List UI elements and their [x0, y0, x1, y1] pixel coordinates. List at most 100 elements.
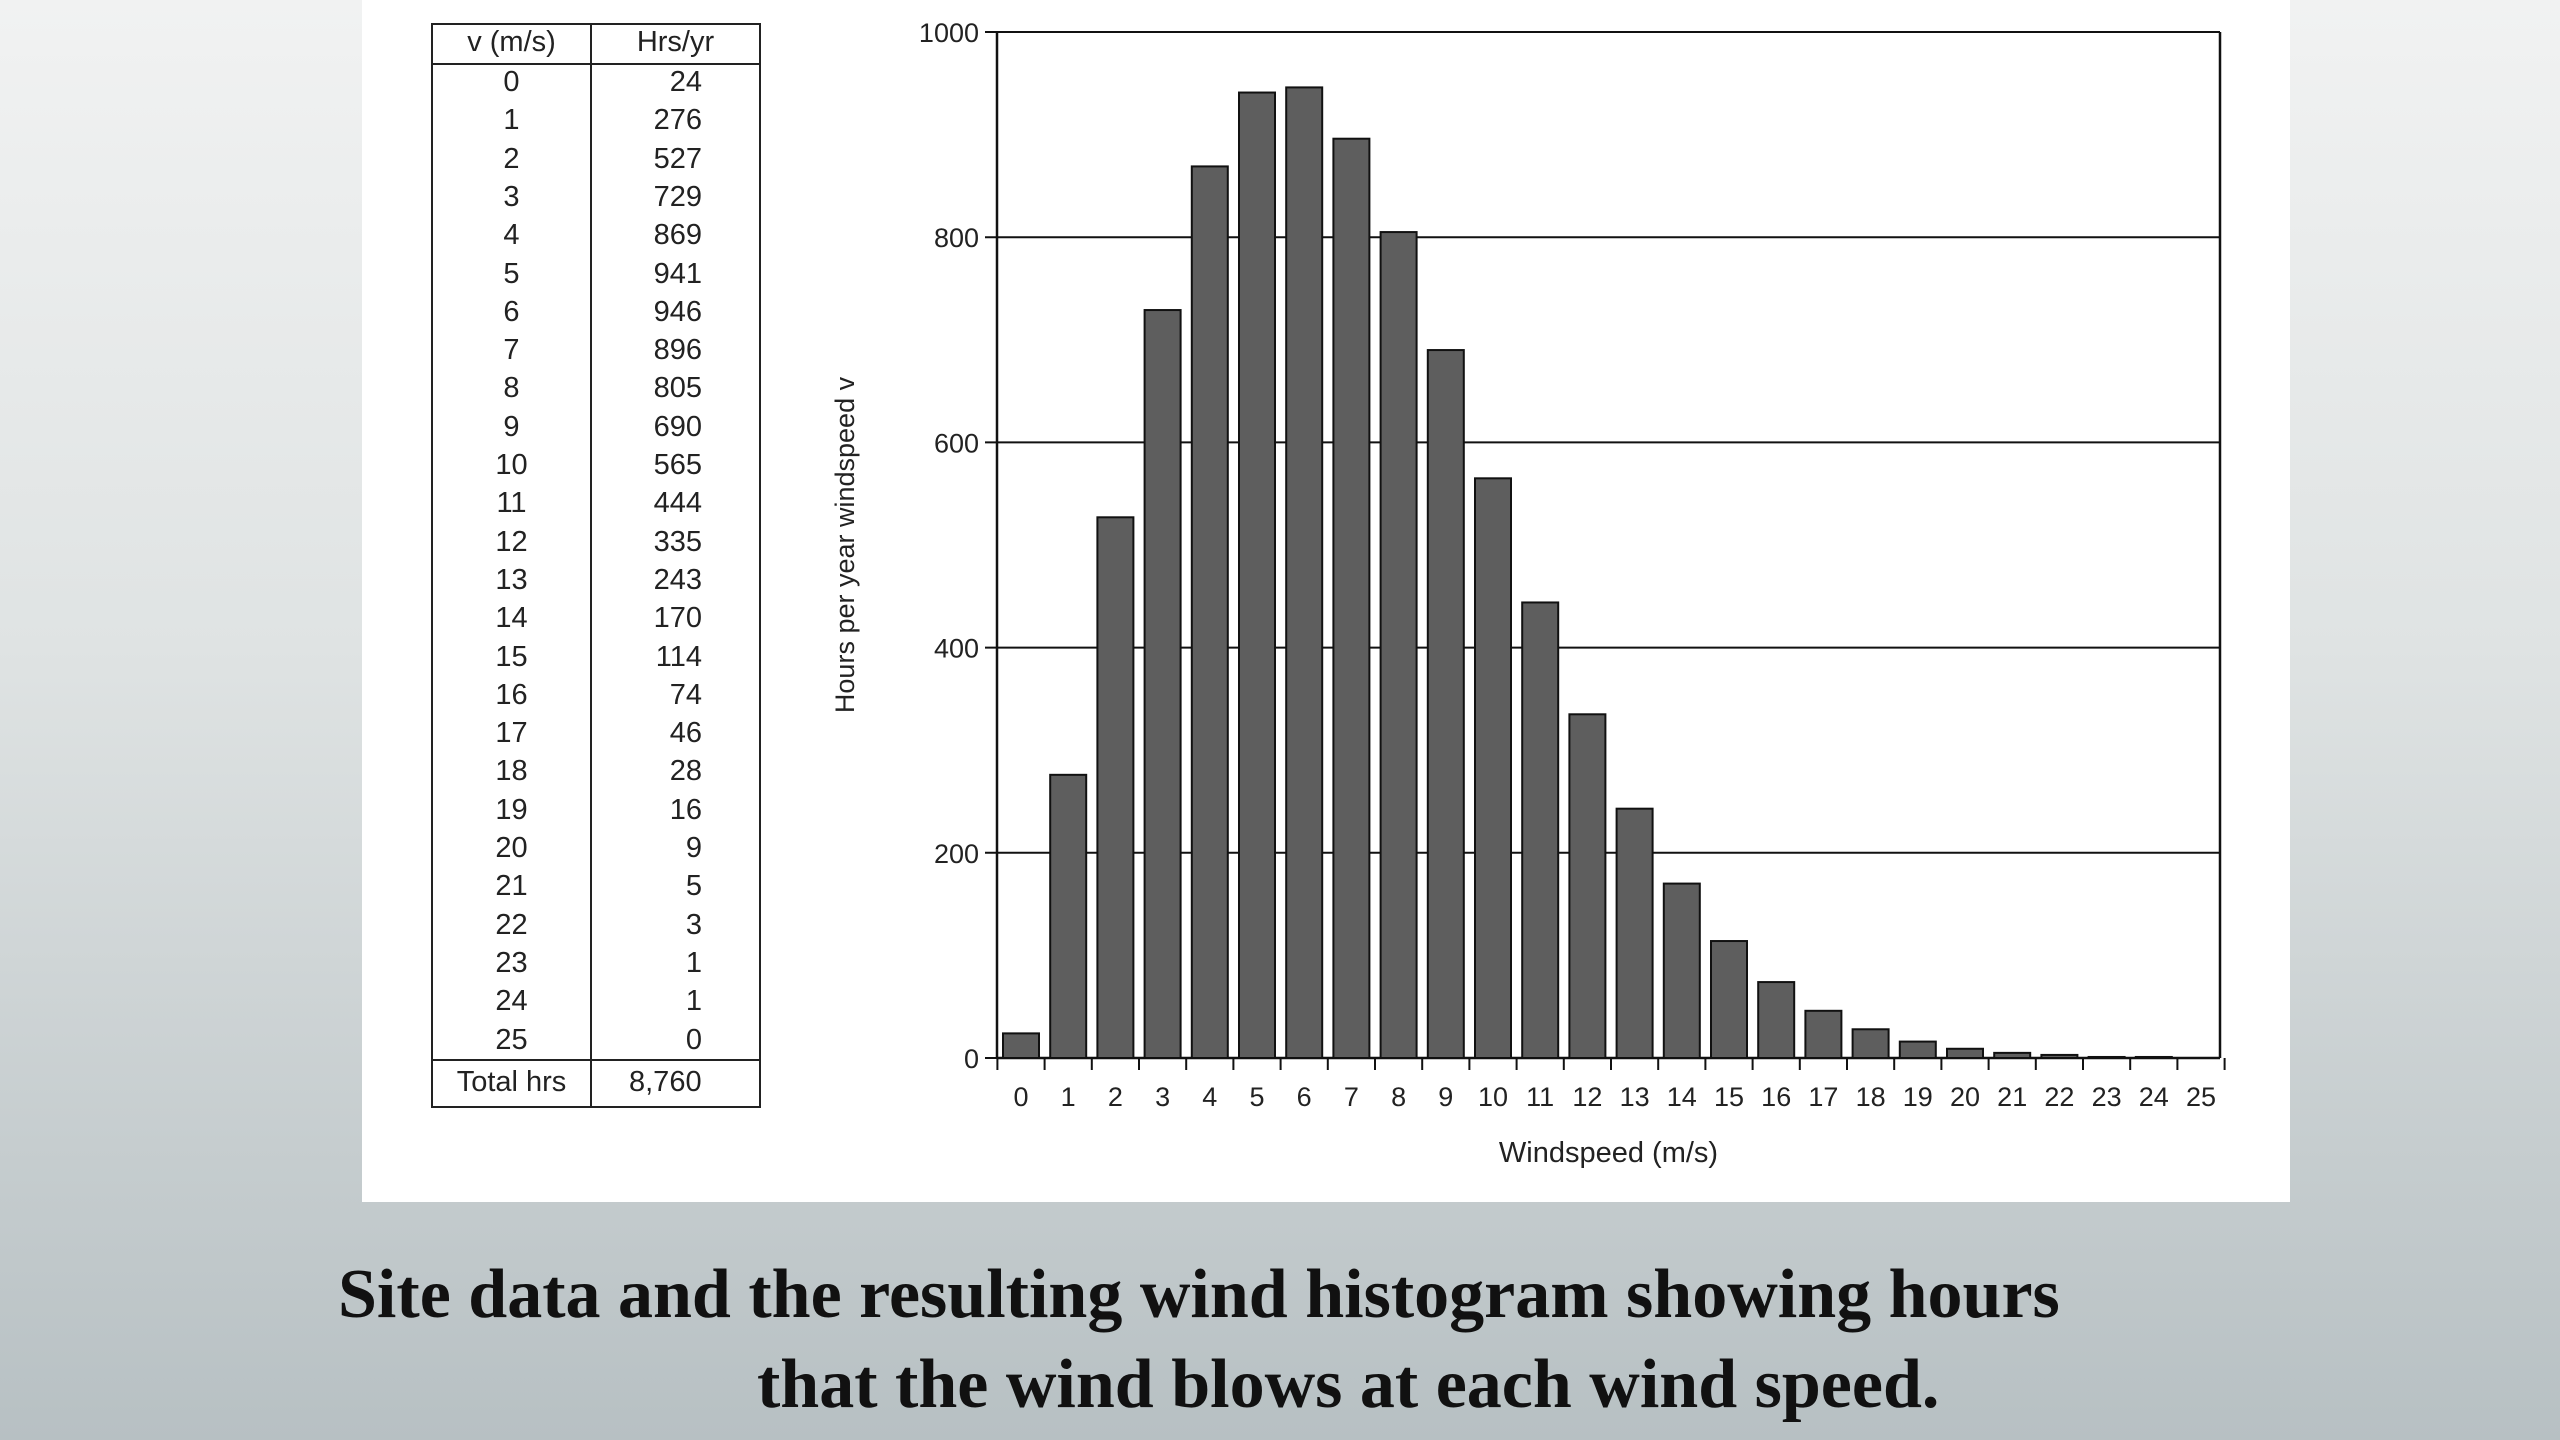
- table-cell-speed: 3: [503, 180, 520, 213]
- histogram-bar: [1521, 601, 1560, 1059]
- table-cell-speed: 24: [495, 985, 528, 1018]
- histogram-bar: [1238, 91, 1276, 1059]
- y-tick-label: 0: [964, 1044, 979, 1074]
- histogram-bar: [1002, 1032, 1040, 1059]
- x-tick-label: 8: [1391, 1082, 1406, 1112]
- table-cell-speed: 21: [495, 870, 528, 903]
- table-column-divider: [590, 25, 592, 1106]
- table-cell-hours: 9: [685, 832, 702, 864]
- table-cell-speed: 9: [503, 410, 520, 443]
- table-cell-speed: 7: [503, 334, 520, 367]
- table-cell-hours: 335: [653, 525, 702, 558]
- histogram-bar: [1757, 981, 1796, 1059]
- table-total-rule: [433, 1058, 759, 1061]
- table-cell-speed: 5: [503, 257, 520, 290]
- y-axis-label: Hours per year windspeed v: [830, 376, 860, 713]
- x-tick-label: 7: [1344, 1082, 1359, 1112]
- wind-data-table: v (m/s) Hrs/yr 0 24 1 276 2 527 3 729 4 869 5 941 6 946…: [431, 23, 761, 1108]
- y-tick-label: 400: [934, 634, 979, 664]
- x-tick-label: 3: [1155, 1082, 1170, 1112]
- table-total-label: Total hrs: [456, 1065, 567, 1098]
- table-header-hours: Hrs/yr: [636, 26, 715, 58]
- x-tick-label: 13: [1620, 1082, 1650, 1112]
- x-tick-label: 22: [2044, 1082, 2074, 1112]
- histogram-bar: [1474, 477, 1512, 1059]
- histogram-bar: [1662, 882, 1701, 1060]
- table-cell-speed: 16: [495, 678, 528, 711]
- histogram-bar: [1804, 1009, 1843, 1060]
- table-header-speed: v (m/s): [467, 26, 556, 58]
- table-cell-speed: 19: [495, 793, 528, 826]
- x-tick-label: 19: [1903, 1082, 1933, 1112]
- table-cell-hours: 946: [653, 295, 702, 328]
- y-tick-label: 1000: [919, 18, 979, 48]
- x-tick-label: 2: [1108, 1082, 1123, 1112]
- table-total-value: 8,760: [629, 1065, 702, 1098]
- table-cell-hours: 276: [653, 104, 702, 137]
- histogram-bar: [1285, 86, 1324, 1060]
- table-cell-speed: 17: [495, 717, 528, 750]
- table-cell-speed: 13: [495, 563, 528, 596]
- table-cell-hours: 1: [685, 946, 702, 979]
- table-cell-hours: 114: [655, 640, 702, 673]
- table-cell-speed: 10: [495, 449, 528, 481]
- table-cell-hours: 24: [669, 66, 702, 98]
- x-tick-label: 24: [2139, 1082, 2169, 1112]
- table-cell-speed: 2: [503, 142, 520, 175]
- histogram-bar: [1946, 1047, 1984, 1059]
- table-cell-hours: 690: [653, 410, 702, 443]
- x-tick-label: 16: [1761, 1082, 1791, 1112]
- histogram-bar: [1379, 231, 1418, 1059]
- x-tick-label: 18: [1856, 1082, 1886, 1112]
- histogram-bar: [2040, 1053, 2079, 1059]
- table-cell-hours: 729: [653, 180, 702, 213]
- histogram-bar: [1190, 165, 1229, 1059]
- y-tick-label: 800: [934, 223, 979, 253]
- table-cell-hours: 805: [653, 372, 702, 405]
- table-cell-hours: 74: [669, 678, 702, 711]
- table-cell-hours: 941: [653, 257, 702, 290]
- table-cell-hours: 243: [653, 563, 702, 596]
- x-tick-label: 12: [1572, 1082, 1602, 1112]
- histogram-bar: [1615, 807, 1654, 1059]
- table-cell-speed: 11: [496, 487, 527, 520]
- histogram-bar: [1096, 516, 1135, 1059]
- table-cell-speed: 12: [495, 525, 528, 558]
- table-cell-hours: 1: [685, 985, 702, 1018]
- x-tick-label: 21: [1997, 1082, 2027, 1112]
- histogram-bar: [1049, 773, 1088, 1059]
- x-tick-label: 9: [1438, 1082, 1453, 1112]
- table-cell-speed: 6: [503, 295, 520, 328]
- table-cell-speed: 1: [503, 104, 520, 137]
- x-tick-label: 20: [1950, 1082, 1980, 1112]
- table-cell-hours: 16: [669, 793, 702, 826]
- x-tick-label: 1: [1061, 1082, 1076, 1112]
- table-cell-hours: 896: [653, 334, 702, 367]
- x-tick-label: 23: [2092, 1082, 2122, 1112]
- histogram-bar: [1993, 1051, 2032, 1059]
- histogram-bar: [2087, 1055, 2126, 1059]
- table-cell-speed: 22: [495, 908, 528, 941]
- caption-line-1: Site data and the resulting wind histogr…: [338, 1256, 2060, 1333]
- x-tick-label: 15: [1714, 1082, 1744, 1112]
- histogram-bar: [1710, 940, 1748, 1060]
- table-cell-hours: 0: [685, 1023, 702, 1056]
- x-tick-label: 6: [1297, 1082, 1312, 1112]
- table-cell-speed: 4: [503, 219, 520, 252]
- x-tick-label: 11: [1526, 1082, 1554, 1112]
- table-cell-hours: 565: [653, 449, 702, 481]
- y-tick-label: 200: [934, 839, 979, 869]
- histogram-bar: [1898, 1040, 1937, 1059]
- x-tick-label: 0: [1013, 1082, 1028, 1112]
- x-axis-label: Windspeed (m/s): [1499, 1137, 1718, 1169]
- table-cell-speed: 14: [495, 602, 528, 635]
- table-cell-hours: 5: [685, 870, 702, 903]
- caption-line-2: that the wind blows at each wind speed.: [757, 1346, 1940, 1423]
- slide-figure-panel: [362, 0, 2290, 1202]
- x-tick-label: 5: [1249, 1082, 1264, 1112]
- table-cell-hours: 46: [669, 717, 702, 750]
- x-tick-label: 4: [1202, 1082, 1217, 1112]
- table-cell-hours: 869: [653, 219, 702, 252]
- x-tick-label: 17: [1808, 1082, 1838, 1112]
